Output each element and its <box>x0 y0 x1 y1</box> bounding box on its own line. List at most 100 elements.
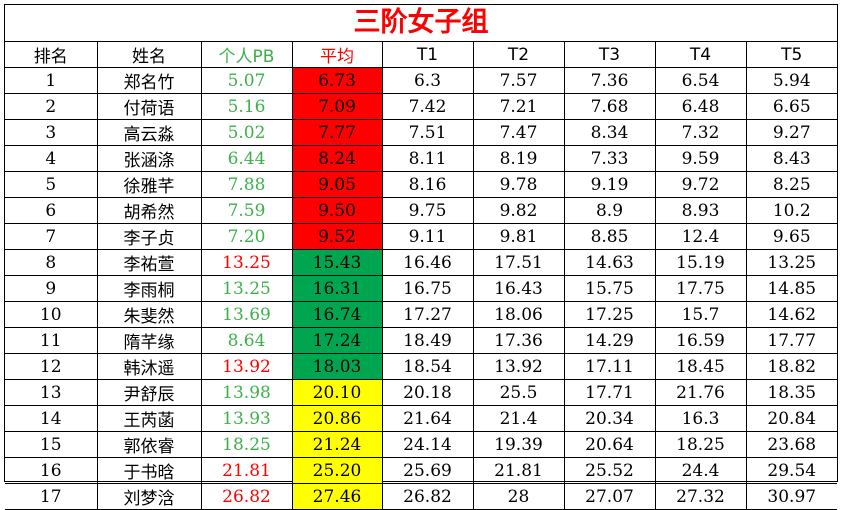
time-cell-t1: 9.75 <box>381 197 474 224</box>
rank-cell: 12 <box>5 353 98 380</box>
rank-cell: 6 <box>5 197 98 224</box>
time-cell-t1: 26.82 <box>381 483 474 510</box>
time-cell-t1: 16.46 <box>381 249 474 276</box>
rank-cell: 15 <box>5 431 98 458</box>
average-cell: 27.46 <box>291 483 383 510</box>
time-cell-t5: 23.68 <box>745 431 837 458</box>
time-cell-t4: 17.75 <box>654 275 747 302</box>
pb-cell: 5.16 <box>200 93 293 120</box>
average-cell: 9.05 <box>291 171 383 198</box>
name-cell: 李子贞 <box>96 223 202 250</box>
average-cell: 6.73 <box>291 67 383 94</box>
sheet-title: 三阶女子组 <box>5 5 837 42</box>
time-cell-t4: 16.3 <box>654 405 747 432</box>
pb-cell: 13.92 <box>200 353 293 380</box>
header-pb: 个人PB <box>200 42 293 68</box>
time-cell-t3: 7.68 <box>563 93 656 120</box>
average-cell: 20.86 <box>291 405 383 432</box>
time-cell-t4: 7.32 <box>654 119 747 146</box>
average-cell: 8.24 <box>291 145 383 172</box>
time-cell-t4: 15.7 <box>654 301 747 328</box>
header-name: 姓名 <box>96 42 202 68</box>
time-cell-t3: 7.36 <box>563 67 656 94</box>
average-cell: 16.31 <box>291 275 383 302</box>
pb-cell: 26.82 <box>200 483 293 510</box>
time-cell-t3: 8.34 <box>563 119 656 146</box>
time-cell-t2: 9.78 <box>472 171 565 198</box>
time-cell-t5: 13.25 <box>745 249 837 276</box>
time-cell-t5: 8.25 <box>745 171 837 198</box>
table-row: 14 王芮菡 13.93 20.86 21.64 21.4 20.34 16.3 20.84 <box>5 405 837 432</box>
header-t5: T5 <box>745 42 837 68</box>
time-cell-t1: 6.3 <box>381 67 474 94</box>
time-cell-t3: 17.11 <box>563 353 656 380</box>
header-average: 平均 <box>291 42 383 68</box>
time-cell-t4: 24.4 <box>654 457 747 484</box>
name-cell: 于书晗 <box>96 457 202 484</box>
time-cell-t2: 19.39 <box>472 431 565 458</box>
time-cell-t4: 18.45 <box>654 353 747 380</box>
time-cell-t3: 7.33 <box>563 145 656 172</box>
name-cell: 李祐萱 <box>96 249 202 276</box>
table-row: 6 胡希然 7.59 9.50 9.75 9.82 8.9 8.93 10.2 <box>5 197 837 224</box>
time-cell-t5: 10.2 <box>745 197 837 224</box>
time-cell-t1: 8.11 <box>381 145 474 172</box>
name-cell: 隋芊缘 <box>96 327 202 354</box>
header-row: 排名 姓名 个人PB 平均 T1 T2 T3 T4 T5 <box>5 42 837 68</box>
average-cell: 7.77 <box>291 119 383 146</box>
average-cell: 15.43 <box>291 249 383 276</box>
pb-cell: 21.81 <box>200 457 293 484</box>
name-cell: 徐雅芊 <box>96 171 202 198</box>
time-cell-t2: 17.51 <box>472 249 565 276</box>
time-cell-t3: 17.25 <box>563 301 656 328</box>
name-cell: 李雨桐 <box>96 275 202 302</box>
table-row: 1 郑名竹 5.07 6.73 6.3 7.57 7.36 6.54 5.94 <box>5 67 837 94</box>
time-cell-t1: 7.42 <box>381 93 474 120</box>
time-cell-t2: 8.19 <box>472 145 565 172</box>
time-cell-t1: 24.14 <box>381 431 474 458</box>
rank-cell: 13 <box>5 379 98 406</box>
pb-cell: 6.44 <box>200 145 293 172</box>
time-cell-t3: 15.75 <box>563 275 656 302</box>
table-row: 16 于书晗 21.81 25.20 25.69 21.81 25.52 24.4 29.54 <box>5 457 837 484</box>
name-cell: 张涵涤 <box>96 145 202 172</box>
pb-cell: 8.64 <box>200 327 293 354</box>
time-cell-t2: 9.82 <box>472 197 565 224</box>
time-cell-t3: 8.85 <box>563 223 656 250</box>
header-rank: 排名 <box>5 42 98 68</box>
rank-cell: 10 <box>5 301 98 328</box>
average-cell: 9.52 <box>291 223 383 250</box>
pb-cell: 13.25 <box>200 249 293 276</box>
time-cell-t4: 16.59 <box>654 327 747 354</box>
time-cell-t2: 16.43 <box>472 275 565 302</box>
time-cell-t5: 30.97 <box>745 483 837 510</box>
time-cell-t4: 15.19 <box>654 249 747 276</box>
time-cell-t3: 14.29 <box>563 327 656 354</box>
rank-cell: 17 <box>5 483 98 510</box>
rank-cell: 5 <box>5 171 98 198</box>
table-row: 4 张涵涤 6.44 8.24 8.11 8.19 7.33 9.59 8.43 <box>5 145 837 172</box>
time-cell-t4: 18.25 <box>654 431 747 458</box>
table-row: 13 尹舒辰 13.98 20.10 20.18 25.5 17.71 21.76 18.35 <box>5 379 837 406</box>
average-cell: 21.24 <box>291 431 383 458</box>
time-cell-t5: 20.84 <box>745 405 837 432</box>
time-cell-t1: 7.51 <box>381 119 474 146</box>
pb-cell: 13.93 <box>200 405 293 432</box>
name-cell: 刘梦浛 <box>96 483 202 510</box>
table-row: 5 徐雅芊 7.88 9.05 8.16 9.78 9.19 9.72 8.25 <box>5 171 837 198</box>
average-cell: 9.50 <box>291 197 383 224</box>
name-cell: 胡希然 <box>96 197 202 224</box>
pb-cell: 5.07 <box>200 67 293 94</box>
time-cell-t5: 8.43 <box>745 145 837 172</box>
rank-cell: 2 <box>5 93 98 120</box>
name-cell: 朱斐然 <box>96 301 202 328</box>
name-cell: 王芮菡 <box>96 405 202 432</box>
time-cell-t1: 8.16 <box>381 171 474 198</box>
pb-cell: 7.20 <box>200 223 293 250</box>
time-cell-t1: 18.49 <box>381 327 474 354</box>
time-cell-t3: 20.64 <box>563 431 656 458</box>
table-row: 15 郭依睿 18.25 21.24 24.14 19.39 20.64 18.25 23.68 <box>5 431 837 458</box>
time-cell-t2: 21.81 <box>472 457 565 484</box>
pb-cell: 5.02 <box>200 119 293 146</box>
time-cell-t5: 29.54 <box>745 457 837 484</box>
